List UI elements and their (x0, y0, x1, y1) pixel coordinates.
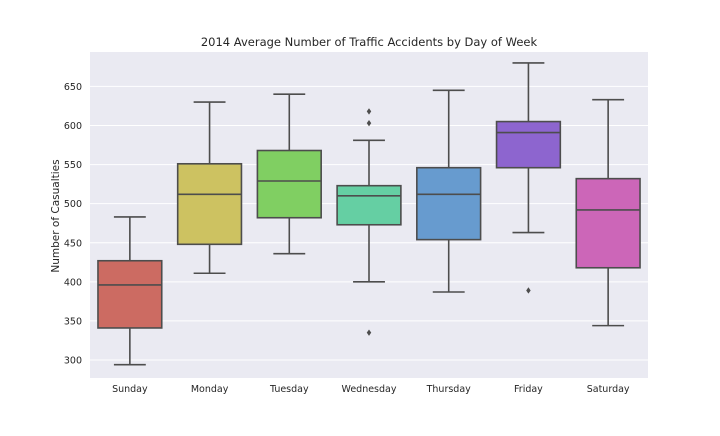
box-group (416, 89, 482, 293)
y-tick-label: 400 (64, 277, 82, 288)
y-axis-ticks: 300 350 400 450 500 550 600 650 (64, 82, 82, 367)
x-tick-label: Sunday (112, 384, 148, 395)
y-tick-label: 300 (64, 356, 82, 367)
y-tick-label: 500 (64, 199, 82, 210)
box-body (176, 162, 243, 246)
x-tick-label: Friday (514, 384, 543, 395)
box-body (97, 259, 163, 329)
box-body (256, 149, 322, 219)
box-body (495, 120, 562, 169)
y-tick-label: 600 (64, 121, 82, 132)
y-tick-label: 350 (64, 316, 82, 327)
x-tick-label: Monday (191, 384, 229, 395)
box-group (256, 93, 322, 255)
outlier-point (366, 108, 372, 115)
y-tick-label: 650 (64, 82, 82, 93)
outlier-point (526, 287, 531, 294)
box-group (97, 216, 163, 366)
box-body (575, 177, 641, 269)
y-tick-label: 450 (64, 238, 82, 249)
box-body (336, 184, 402, 226)
y-tick-label: 550 (64, 160, 82, 171)
x-tick-label: Saturday (587, 384, 630, 395)
box-group (575, 98, 641, 327)
x-tick-label: Tuesday (269, 384, 309, 395)
x-tick-label: Thursday (426, 384, 472, 395)
box-group (176, 101, 243, 275)
boxes (97, 62, 641, 366)
x-tick-label: Wednesday (341, 384, 396, 395)
y-axis-label: Number of Casualties (50, 159, 62, 272)
outlier-point (366, 329, 372, 336)
outlier-point (366, 119, 372, 127)
box-group (336, 108, 402, 336)
box-body (416, 166, 482, 241)
box-group (495, 62, 562, 294)
chart-title: 2014 Average Number of Traffic Accidents… (201, 35, 538, 49)
x-axis-ticks: Sunday Monday Tuesday Wednesday Thursday Frid… (112, 384, 630, 395)
